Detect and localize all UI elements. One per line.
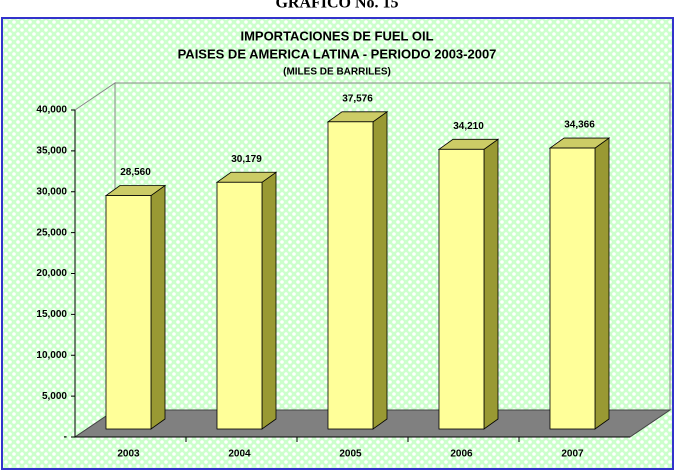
- x-tick-label: 2003: [117, 449, 140, 460]
- bar-side: [483, 138, 499, 430]
- x-tick-label: 2006: [450, 449, 473, 460]
- value-label: 30,179: [231, 154, 262, 165]
- value-label: 34,366: [564, 120, 595, 131]
- bar: [105, 195, 152, 430]
- chart-subtitle: PAISES DE AMERICA LATINA - PERIODO 2003-…: [178, 46, 497, 61]
- bar-side: [372, 111, 388, 430]
- bar: [549, 147, 596, 430]
- plot: - 5,000 10,000 15,000 20,000 25,000 30,000 35,0…: [36, 82, 672, 460]
- y-tick-label: 10,000: [36, 350, 67, 361]
- y-tick-label: -: [64, 432, 67, 443]
- bar-side: [594, 137, 610, 430]
- value-label: 28,560: [120, 167, 151, 178]
- y-tick-label: 5,000: [42, 391, 67, 402]
- chart-title: IMPORTACIONES DE FUEL OIL: [240, 28, 433, 43]
- bar-side: [261, 171, 277, 430]
- x-tick-label: 2007: [561, 449, 584, 460]
- y-tick-label: 30,000: [36, 186, 67, 197]
- y-tick-label: 15,000: [36, 309, 67, 320]
- x-tick-label: 2005: [339, 449, 362, 460]
- value-label: 37,576: [342, 93, 373, 104]
- bar-side: [150, 184, 166, 430]
- bar: [327, 121, 374, 430]
- y-tick-label: 35,000: [36, 146, 67, 157]
- bar: [438, 148, 485, 430]
- header: GRAFICO No. 15: [275, 0, 398, 12]
- y-tick-label: 40,000: [36, 105, 67, 116]
- bar: [216, 181, 263, 430]
- x-tick-label: 2004: [228, 449, 251, 460]
- y-tick-label: 25,000: [36, 227, 67, 238]
- y-tick-label: 20,000: [36, 268, 67, 279]
- unit-label: (MILES DE BARRILES): [283, 67, 391, 78]
- value-label: 34,210: [453, 121, 484, 132]
